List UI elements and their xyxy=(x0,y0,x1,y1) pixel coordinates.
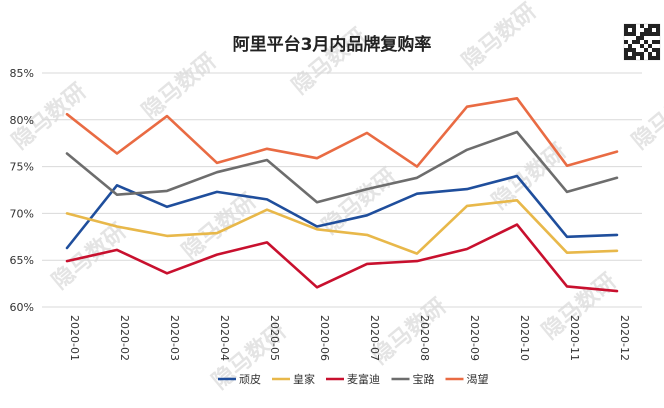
x-tick-label: 2020-12 xyxy=(618,315,631,361)
legend-label: 宝路 xyxy=(413,372,435,386)
x-tick-label: 2020-01 xyxy=(68,315,81,361)
legend-item: 宝路 xyxy=(391,372,435,386)
y-tick-label: 65% xyxy=(10,254,34,267)
series-line xyxy=(65,199,619,255)
x-tick-label: 2020-11 xyxy=(568,315,581,361)
watermark-text: 隐马数研 xyxy=(457,0,541,75)
x-tick-label: 2020-07 xyxy=(368,315,381,361)
series-line xyxy=(65,223,619,293)
x-axis: 2020-01 2020-02 2020-03 2020-04 2020-05 2020-… xyxy=(68,315,631,361)
y-tick-label: 70% xyxy=(10,207,34,220)
series-line xyxy=(65,130,619,204)
x-tick-label: 2020-04 xyxy=(218,315,231,361)
watermark-text: 隐马数研 xyxy=(317,163,401,239)
x-tick-label: 2020-08 xyxy=(418,315,431,361)
legend-label: 顽皮 xyxy=(239,373,261,386)
x-tick-label: 2020-10 xyxy=(518,315,531,361)
x-tick-label: 2020-05 xyxy=(268,315,281,361)
series-line xyxy=(65,174,619,250)
legend-item: 渴望 xyxy=(445,373,489,386)
y-tick-label: 85% xyxy=(10,67,34,80)
y-tick-label: 80% xyxy=(10,114,34,127)
chart-title: 阿里平台3月内品牌复购率 xyxy=(233,34,432,55)
y-tick-label: 75% xyxy=(10,161,34,174)
x-tick-label: 2020-03 xyxy=(168,315,181,361)
legend-label: 渴望 xyxy=(467,373,489,386)
y-tick-label: 60% xyxy=(10,301,34,314)
legend-item: 麦富迪 xyxy=(326,372,380,386)
legend-item: 顽皮 xyxy=(218,373,261,386)
x-tick-label: 2020-02 xyxy=(118,315,131,361)
legend: 顽皮 皇家 麦富迪 宝路 渴望 xyxy=(218,372,489,386)
qr-code-icon xyxy=(623,23,661,61)
watermark-text: 隐马数研 xyxy=(137,48,221,124)
x-tick-label: 2020-09 xyxy=(468,315,481,361)
legend-label: 麦富迪 xyxy=(347,372,380,386)
grid-lines xyxy=(42,72,642,308)
watermark-text: 隐马数研 xyxy=(627,78,664,154)
series-lines xyxy=(65,97,619,293)
series-line xyxy=(65,97,619,168)
legend-item: 皇家 xyxy=(272,372,315,386)
x-tick-label: 2020-06 xyxy=(318,315,331,361)
legend-label: 皇家 xyxy=(293,372,315,386)
y-axis: 60% 65% 70% 75% 80% 85% xyxy=(10,67,34,314)
